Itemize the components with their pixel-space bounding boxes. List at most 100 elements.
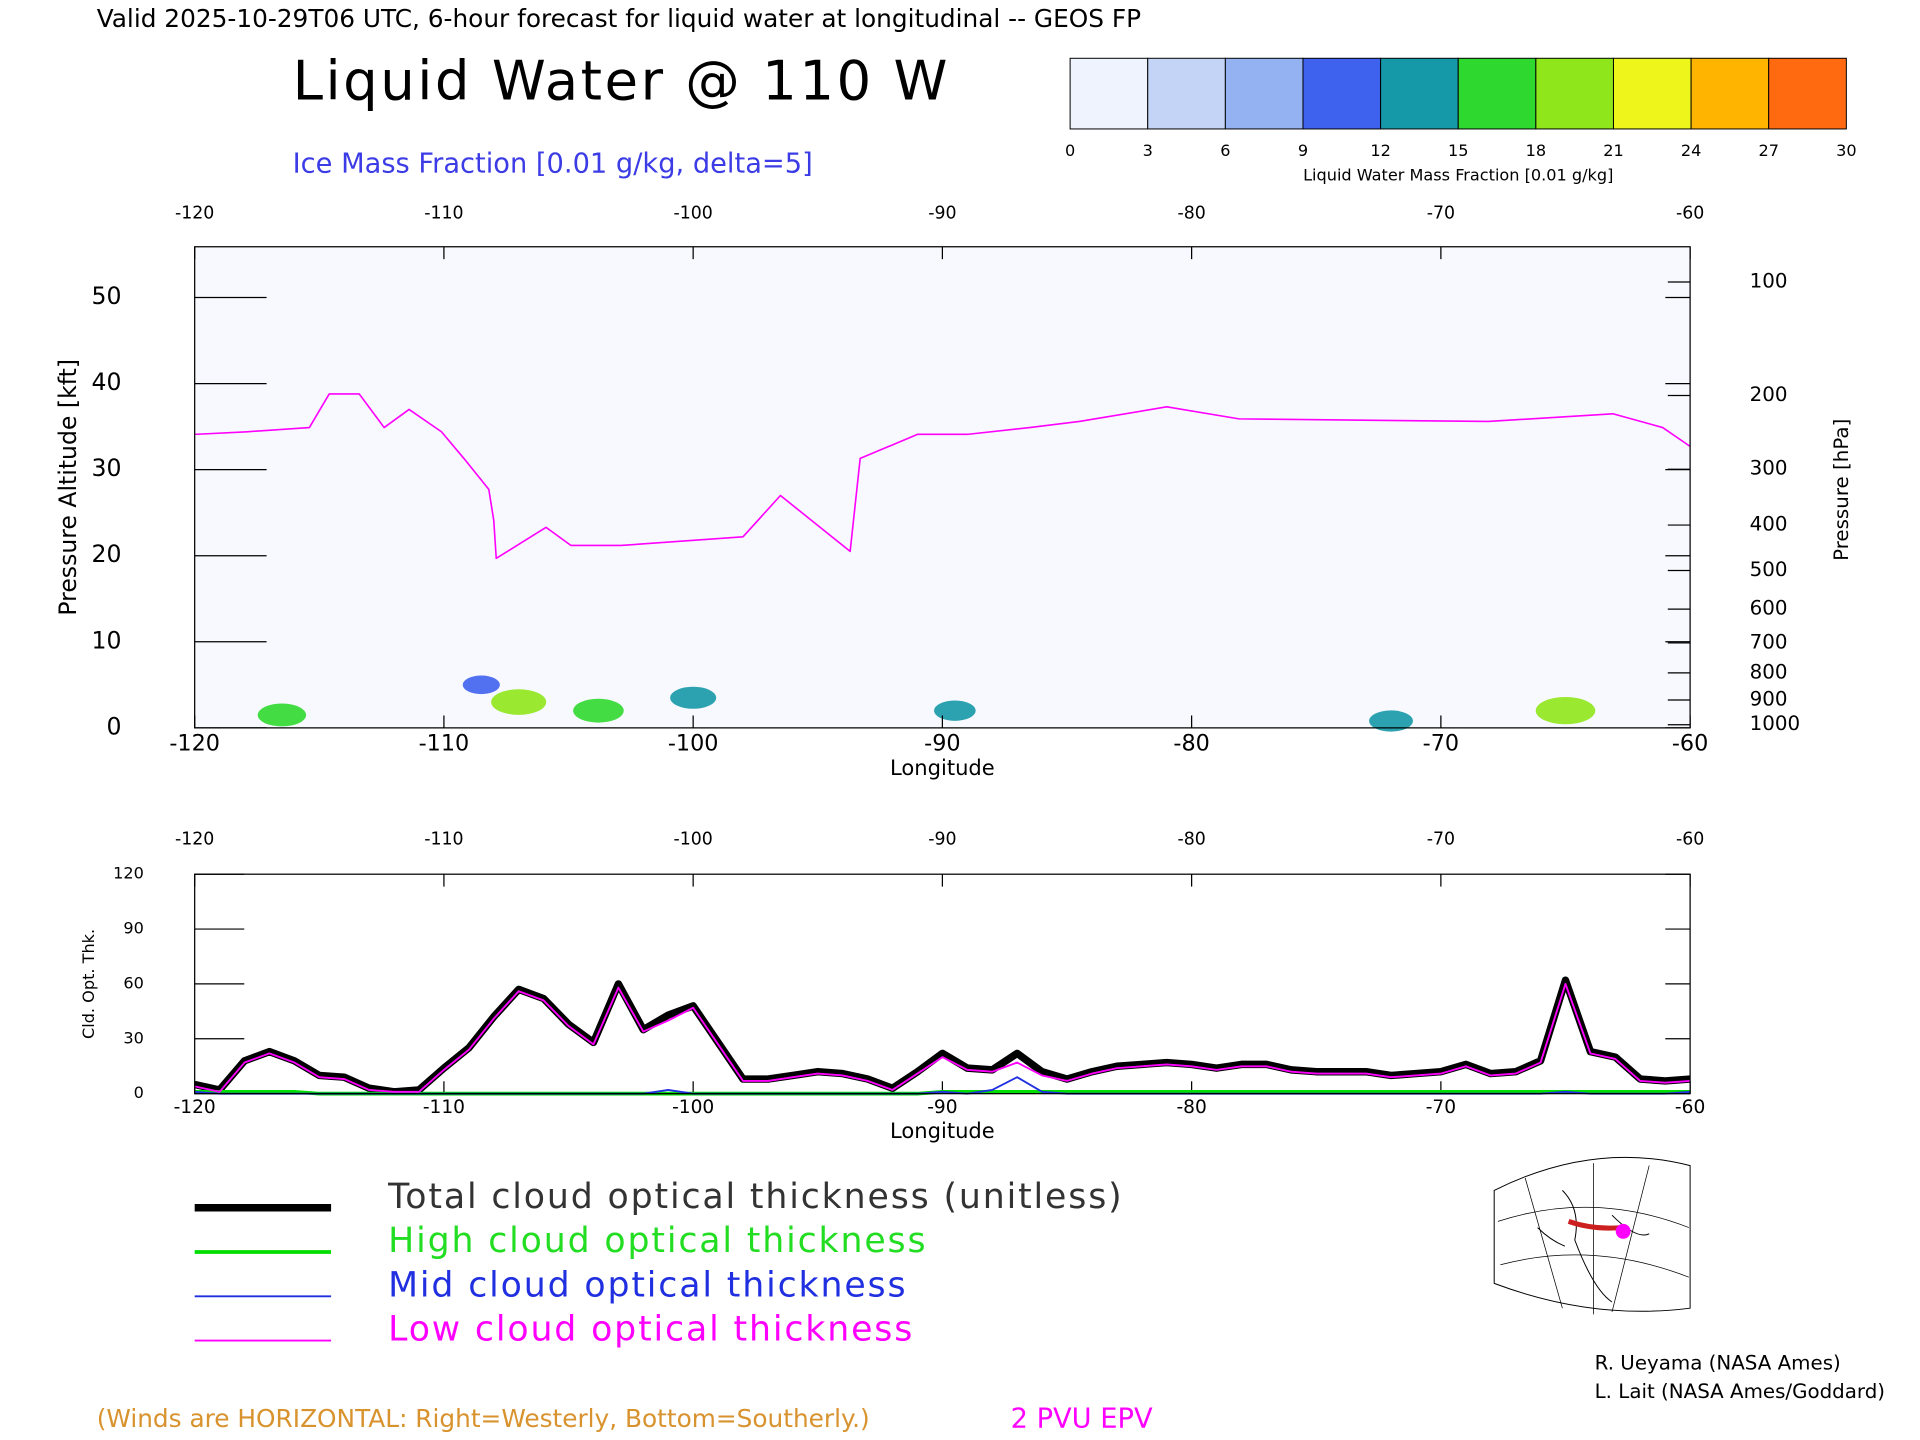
x-tick-label-top: -80: [1177, 203, 1205, 223]
liquid-water-cell: [462, 675, 500, 695]
y-tick-label: 20: [92, 540, 122, 568]
x-tick-label-top: -90: [928, 829, 956, 849]
colorbar-swatch: [1069, 57, 1149, 130]
y-tick-label: 40: [92, 368, 122, 396]
x-tick-label-top: -100: [673, 829, 712, 849]
x-axis-label: Longitude: [890, 755, 995, 780]
x-tick-label-top: -100: [673, 203, 712, 223]
y2-tick-label: 900: [1750, 687, 1788, 710]
colorbar-swatch: [1612, 57, 1692, 130]
y2-tick-label: 300: [1750, 457, 1788, 480]
x-tick-label-top: -120: [175, 829, 214, 849]
x-tick-label-top: -120: [175, 203, 214, 223]
series-line: [194, 983, 1691, 1093]
y2-tick-label: 1000: [1750, 712, 1800, 735]
y-tick-label: 90: [123, 919, 143, 938]
x-tick-label: -60: [1675, 1097, 1705, 1118]
colorbar-tick-label: 18: [1526, 141, 1547, 160]
subtitle: Ice Mass Fraction [0.01 g/kg, delta=5]: [293, 148, 813, 179]
y-axis-label: Pressure Altitude [kft]: [54, 359, 82, 616]
liquid-water-cell: [491, 689, 547, 715]
plot-background: [194, 246, 1691, 728]
y-tick-label: 0: [107, 712, 122, 740]
legend-label: Total cloud optical thickness (unitless): [387, 1177, 1123, 1217]
plot-frame: [194, 246, 1691, 729]
x-tick-label: -110: [423, 1097, 465, 1118]
colorbar-tick-label: 3: [1143, 141, 1153, 160]
legend-label: High cloud optical thickness: [388, 1221, 927, 1261]
liquid-water-cell: [934, 700, 976, 721]
figure-title: Valid 2025-10-29T06 UTC, 6-hour forecast…: [97, 4, 1141, 33]
liquid-water-cell: [257, 703, 307, 727]
credit: L. Lait (NASA Ames/Goddard): [1595, 1380, 1885, 1403]
x-tick-label: -100: [668, 730, 719, 756]
colorbar-tick-label: 12: [1370, 141, 1390, 160]
colorbar-swatch: [1147, 57, 1226, 130]
series-line: [194, 393, 1691, 560]
x-tick-label: -90: [924, 730, 960, 756]
y2-tick-label: 400: [1750, 513, 1788, 536]
colorbar-tick-label: 24: [1681, 141, 1701, 160]
x-tick-label: -110: [419, 730, 470, 756]
liquid-water-cell: [1369, 710, 1413, 732]
x-tick-label: -80: [1173, 730, 1209, 756]
y-tick-label: 0: [134, 1083, 144, 1102]
plot-frame: [194, 873, 1691, 1095]
y-tick-label: 60: [123, 973, 143, 992]
x-tick-label-top: -60: [1676, 203, 1704, 223]
colorbar-swatch: [1224, 57, 1304, 130]
x-tick-label: -120: [169, 730, 220, 756]
y2-tick-label: 800: [1750, 660, 1788, 683]
y2-tick-label: 200: [1750, 383, 1788, 406]
locator-map: [1493, 1156, 1691, 1315]
liquid-water-cell: [573, 698, 624, 723]
colorbar-tick-label: 6: [1220, 141, 1230, 160]
x-tick-label-top: -90: [928, 203, 956, 223]
wind-note: (Winds are HORIZONTAL: Right=Westerly, B…: [97, 1404, 870, 1433]
y-axis-label: Cld. Opt. Thk.: [79, 929, 98, 1039]
x-tick-label-top: -110: [424, 829, 463, 849]
legend-label: Mid cloud optical thickness: [388, 1265, 907, 1305]
main-title: Liquid Water @ 110 W: [293, 48, 950, 112]
legend-label: 2 PVU EPV: [1011, 1403, 1153, 1434]
colorbar-tick-label: 9: [1298, 141, 1308, 160]
x-tick-label: -60: [1672, 730, 1708, 756]
y-tick-label: 120: [113, 864, 144, 883]
colorbar-tick-label: 15: [1448, 141, 1468, 160]
y-tick-label: 30: [123, 1028, 143, 1047]
colorbar-swatch: [1690, 57, 1770, 130]
liquid-water-cell: [670, 686, 717, 709]
x-tick-label: -120: [174, 1097, 216, 1118]
x-tick-label-top: -110: [424, 203, 463, 223]
x-tick-label-top: -70: [1427, 203, 1455, 223]
series-line: [193, 976, 1691, 1096]
colorbar-tick-label: 0: [1065, 141, 1075, 160]
x-tick-label: -100: [672, 1097, 714, 1118]
colorbar-swatch: [1535, 57, 1614, 130]
x-tick-label: -90: [927, 1097, 957, 1118]
x-tick-label-top: -80: [1177, 829, 1205, 849]
colorbar-swatch: [1302, 57, 1382, 130]
colorbar-tick-label: 21: [1603, 141, 1623, 160]
y-tick-label: 30: [92, 454, 122, 482]
panel: -120 -120 -110 -110 -100 -100 -90 -90 -80 -80 -70 -…: [79, 829, 1705, 1143]
x-tick-label: -70: [1426, 1097, 1456, 1118]
colorbar-tick-label: 30: [1836, 141, 1856, 160]
colorbar-label: Liquid Water Mass Fraction [0.01 g/kg]: [1303, 166, 1613, 185]
credit: R. Ueyama (NASA Ames): [1595, 1351, 1841, 1374]
y2-tick-label: 500: [1750, 558, 1788, 581]
y2-tick-label: 600: [1750, 597, 1788, 620]
x-axis-label: Longitude: [890, 1118, 995, 1143]
y-tick-label: 50: [92, 282, 122, 310]
legend-label: Low cloud optical thickness: [388, 1310, 914, 1350]
y2-axis-label: Pressure [hPa]: [1830, 419, 1853, 561]
liquid-water-cell: [1535, 697, 1596, 725]
x-tick-label-top: -60: [1676, 829, 1704, 849]
colorbar-swatch: [1380, 57, 1459, 130]
x-tick-label: -80: [1176, 1097, 1206, 1118]
colorbar-swatch: [1457, 57, 1537, 130]
colorbar-swatch: [1768, 57, 1847, 130]
panel: -120 -120 -110 -110 -100 -100 -90 -90 -80 -80 -70 -…: [54, 203, 1853, 780]
x-tick-label-top: -70: [1427, 829, 1455, 849]
